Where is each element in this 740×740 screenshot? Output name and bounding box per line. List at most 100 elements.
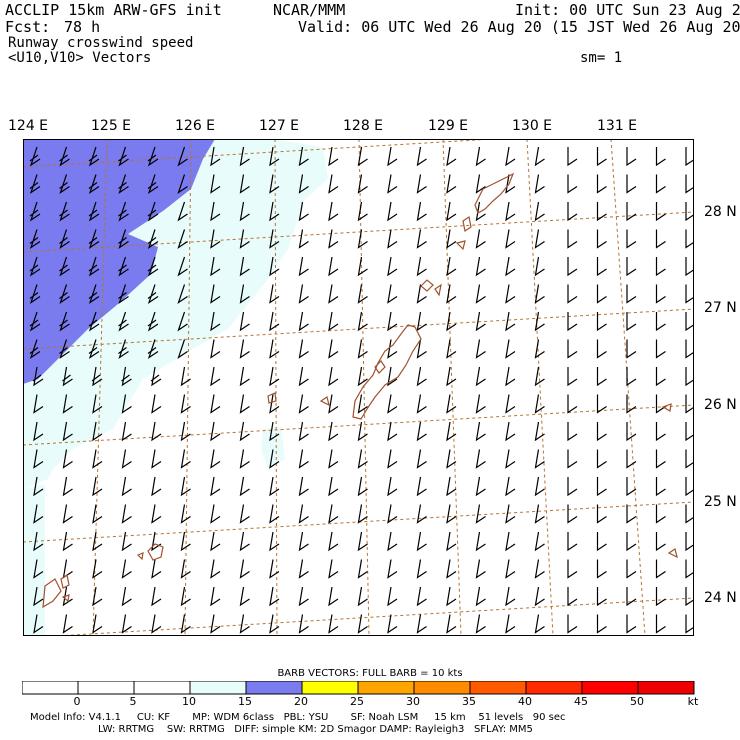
wind-barb <box>147 256 159 277</box>
wind-barb <box>357 201 368 222</box>
wind-barb <box>33 531 44 552</box>
wind-barb <box>505 449 516 469</box>
wind-barb <box>596 449 607 469</box>
wind-barb <box>685 587 694 607</box>
wind-barb <box>298 476 309 497</box>
island-small <box>667 548 678 559</box>
wind-barb <box>685 559 694 579</box>
wind-barb <box>239 311 250 332</box>
wind-barb <box>29 256 41 277</box>
wind-barb <box>534 174 545 194</box>
wind-barb <box>534 366 545 387</box>
wind-barb <box>446 146 457 167</box>
wind-barb <box>239 476 250 497</box>
wind-barb <box>269 311 280 332</box>
wind-barb <box>151 394 162 414</box>
wind-barb <box>655 202 666 222</box>
wind-barb <box>475 531 486 552</box>
wind-barb <box>655 477 666 497</box>
wind-barb <box>210 504 221 524</box>
wind-barb <box>567 367 578 387</box>
wind-barb <box>505 476 516 497</box>
wind-barb <box>357 339 368 359</box>
wind-barb <box>505 311 516 332</box>
wind-barb <box>685 449 694 469</box>
wind-barb <box>446 256 457 277</box>
wind-barb <box>626 174 637 194</box>
wind-barb <box>655 504 666 524</box>
wind-barb <box>505 531 516 552</box>
wind-barb <box>33 586 44 607</box>
wind-barb <box>121 366 132 387</box>
colorbar-tick-0: 0 <box>73 695 81 708</box>
wind-barb <box>62 504 73 524</box>
model-info-line1: Model Info: V4.1.1 CU: KF MP: WDM 6class… <box>30 712 566 723</box>
wind-barb <box>118 201 129 222</box>
wind-barb <box>177 146 188 167</box>
wind-barb <box>685 367 694 387</box>
wind-barb <box>180 559 191 579</box>
wind-barb <box>685 422 694 442</box>
wind-barb <box>475 476 486 497</box>
colorbar-tick-20: 20 <box>294 695 308 708</box>
island-small <box>455 240 466 251</box>
colorbar-cell <box>245 681 303 695</box>
wind-barb <box>328 586 339 607</box>
wind-barb <box>446 311 457 332</box>
wind-barb <box>446 174 457 194</box>
wind-barb <box>29 146 41 167</box>
colorbar-cell <box>581 681 639 695</box>
wind-barb <box>29 339 41 359</box>
wind-barb <box>475 586 486 607</box>
wind-barb <box>298 284 309 304</box>
organization-label: NCAR/MMM <box>273 1 346 19</box>
wind-barb <box>269 559 280 579</box>
wind-barb <box>416 559 427 579</box>
wind-barb <box>387 256 398 277</box>
wind-barb <box>596 477 607 497</box>
wind-barb <box>567 532 578 552</box>
wind-barb <box>298 146 309 167</box>
wind-barb <box>180 366 191 387</box>
wind-barb <box>387 174 398 194</box>
wind-barb <box>239 449 250 469</box>
wind-barb <box>151 449 162 469</box>
wind-barb <box>357 366 368 387</box>
wind-barb <box>416 394 427 414</box>
wind-barb <box>210 146 221 167</box>
wind-barb <box>626 422 637 442</box>
wind-barb <box>446 229 457 249</box>
wind-barb <box>357 311 368 332</box>
wind-barb <box>626 284 637 304</box>
wind-barb <box>387 504 398 524</box>
wind-barb <box>567 477 578 497</box>
wind-barb <box>505 366 516 387</box>
wind-barb <box>596 339 607 359</box>
wind-barb <box>357 394 368 414</box>
wind-barb <box>655 614 666 634</box>
wind-barb <box>92 531 103 552</box>
wind-barb <box>269 256 280 277</box>
wind-barb <box>567 312 578 332</box>
wind-barb <box>505 504 516 524</box>
wind-barb <box>685 504 694 524</box>
wind-barb <box>534 311 545 332</box>
colorbar-tick-10: 10 <box>182 695 196 708</box>
wind-barb <box>118 284 129 304</box>
wind-barb <box>121 614 132 634</box>
meridian-line <box>442 139 462 636</box>
wind-barb <box>210 476 221 497</box>
wind-barb <box>239 504 250 524</box>
wind-barb <box>596 614 607 634</box>
colorbar-tick-5: 5 <box>129 695 137 708</box>
wind-barb <box>475 504 486 524</box>
wind-barb <box>328 174 339 194</box>
wind-barb <box>534 421 545 442</box>
wind-barb <box>416 284 427 304</box>
wind-barb <box>210 366 221 387</box>
wind-barb <box>328 559 339 579</box>
wind-barb <box>387 449 398 469</box>
wind-barb <box>357 146 368 167</box>
island-small <box>661 403 672 412</box>
island-small <box>319 396 330 407</box>
